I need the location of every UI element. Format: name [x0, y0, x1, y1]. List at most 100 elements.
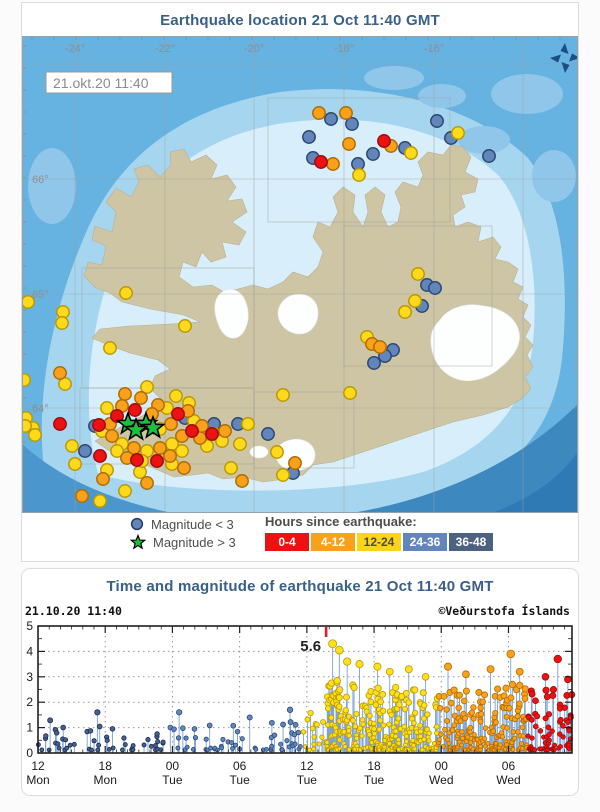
stem-point: [545, 724, 552, 731]
stem-point: [566, 746, 572, 752]
quake-marker: [78, 444, 92, 458]
stem-point: [109, 726, 116, 732]
stem-point: [424, 711, 431, 718]
mainshock-label: 5.6: [300, 638, 321, 655]
stem-point: [328, 639, 338, 649]
stem-point: [440, 692, 448, 700]
quake-marker: [339, 106, 353, 120]
stem-point: [121, 735, 127, 741]
stem-point: [395, 715, 402, 722]
stem-point: [286, 706, 294, 713]
quake-marker: [55, 316, 69, 330]
quake-marker: [118, 484, 132, 498]
stem-point: [284, 738, 290, 744]
stem-point: [120, 747, 125, 753]
quake-marker: [218, 424, 232, 438]
stem-point: [482, 725, 489, 731]
stem-point: [406, 729, 413, 736]
stem-point: [393, 728, 399, 734]
stem-point: [335, 645, 344, 655]
quake-marker: [105, 429, 119, 443]
stem-point: [346, 747, 352, 753]
stem-point: [549, 692, 557, 700]
stem-point: [515, 729, 521, 735]
x-tick-day: Wed: [429, 773, 453, 787]
stem-point: [47, 717, 54, 724]
quake-marker: [53, 417, 67, 431]
stem-point: [553, 654, 562, 664]
quake-marker: [75, 489, 89, 503]
stem-point: [268, 719, 275, 726]
x-tick-time: 06: [233, 759, 247, 773]
quake-marker: [428, 281, 442, 295]
stem-point: [371, 730, 378, 737]
stem-point: [354, 735, 360, 741]
stem-point: [444, 717, 451, 724]
stem-point: [502, 684, 510, 692]
stem-point: [110, 745, 116, 751]
quake-marker: [92, 418, 106, 432]
stem-point: [386, 721, 392, 728]
stem-point: [234, 728, 241, 735]
quake-marker: [302, 130, 316, 144]
quake-marker: [103, 341, 117, 355]
stem-point: [549, 728, 555, 734]
stem-point: [411, 686, 419, 694]
stem-point: [503, 713, 510, 720]
legend-chip: 36-48: [449, 533, 493, 551]
stem-point: [497, 742, 503, 748]
quake-marker: [93, 494, 107, 508]
stem-point: [379, 707, 387, 715]
stem-point: [396, 701, 403, 708]
stem-point: [507, 694, 515, 702]
stem-point: [304, 716, 311, 723]
quake-marker: [233, 437, 247, 451]
quake-marker: [185, 424, 199, 438]
stem-point: [404, 665, 413, 674]
chart-timestamp: 21.10.20 11:40: [25, 604, 122, 618]
stem-point: [462, 670, 470, 679]
stem-point: [311, 746, 316, 752]
stem-point: [543, 693, 551, 701]
quake-marker: [398, 305, 412, 319]
quake-marker: [451, 126, 465, 140]
stem-point: [343, 657, 352, 666]
stem-point: [342, 744, 348, 749]
quake-marker: [324, 112, 338, 126]
stem-point: [324, 739, 330, 745]
stem-point: [336, 686, 344, 694]
stem-point: [532, 697, 539, 705]
stem-point: [542, 715, 549, 722]
chart-panel: Time and magnitude of earthquake 21 Oct …: [21, 568, 579, 796]
stem-point: [532, 723, 539, 730]
stem-point: [55, 741, 61, 747]
stem-point: [392, 733, 399, 739]
stem-point: [279, 747, 285, 753]
quake-marker: [276, 468, 290, 482]
stem-point: [510, 747, 516, 752]
stem-point: [145, 737, 151, 743]
map-title: Earthquake location 21 Oct 11:40 GMT: [160, 12, 440, 29]
y-tick-label: 1: [26, 721, 33, 735]
quake-marker: [68, 457, 82, 471]
quake-marker: [110, 409, 124, 423]
stem-point: [191, 726, 198, 732]
stem-point: [405, 699, 413, 706]
stem-point: [402, 689, 410, 697]
stem-point: [130, 743, 136, 749]
quake-marker: [140, 476, 154, 490]
quake-marker: [150, 454, 164, 468]
quake-marker: [171, 407, 185, 421]
stem-point: [532, 747, 538, 753]
stem-point: [337, 746, 343, 752]
stem-point: [352, 723, 359, 730]
stem-point: [62, 737, 69, 743]
legend-chip: 24-36: [403, 533, 447, 551]
stem-point: [470, 704, 477, 711]
quake-marker: [128, 403, 142, 417]
stem-point: [557, 716, 564, 723]
stem-point: [534, 713, 541, 720]
stem-point: [552, 742, 558, 748]
stem-point: [459, 742, 465, 748]
stem-point: [421, 736, 427, 742]
